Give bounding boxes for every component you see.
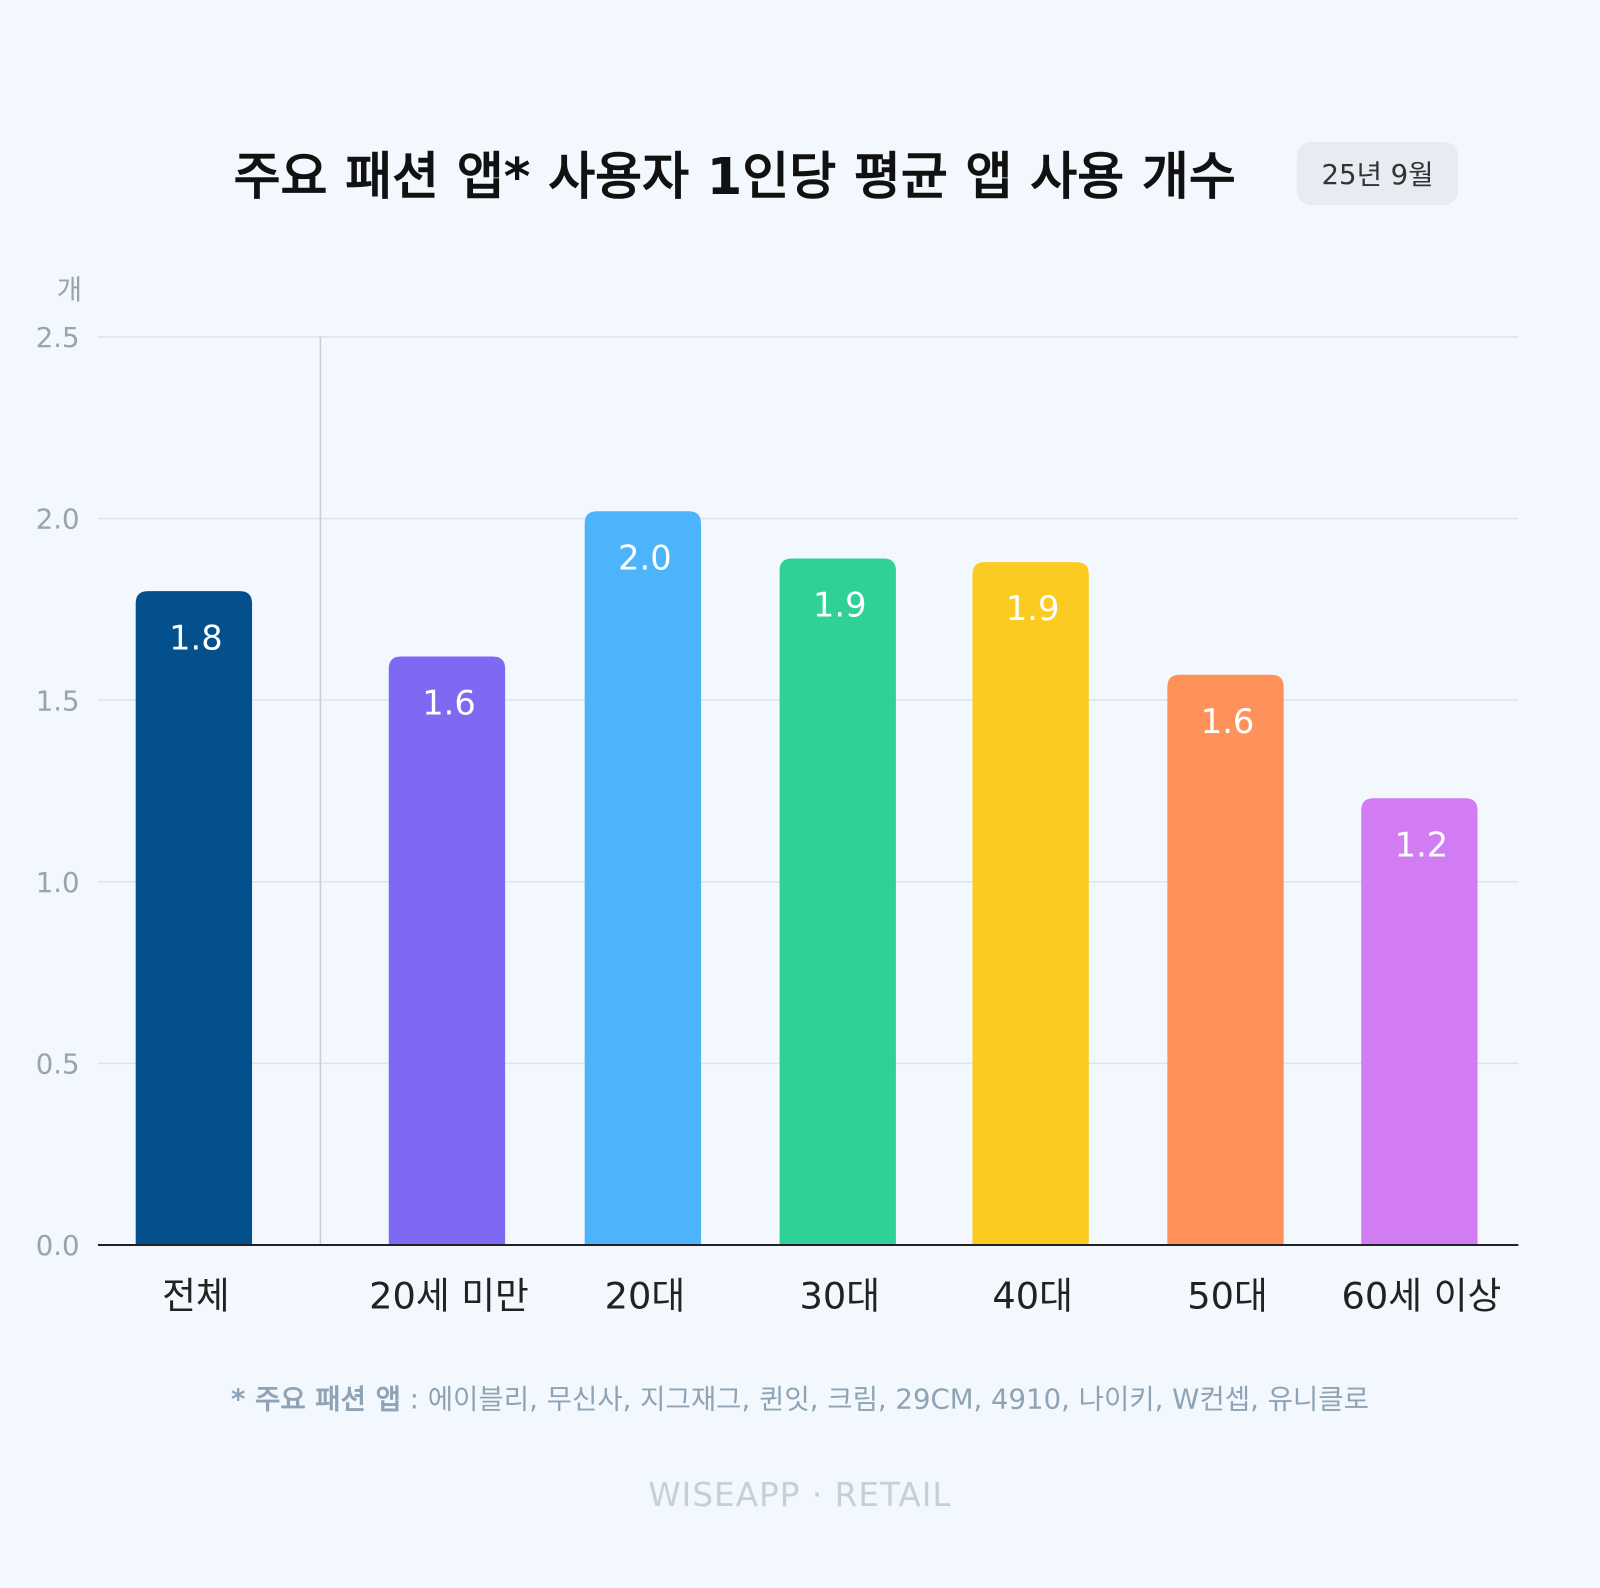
bar-value-label: 1.9 bbox=[1006, 589, 1060, 628]
x-tick-label: 40대 bbox=[992, 1274, 1073, 1317]
x-tick-label: 60세 이상 bbox=[1342, 1274, 1502, 1317]
bar-value-label: 1.6 bbox=[422, 684, 476, 723]
footnote: * 주요 패션 앱 : 에이블리, 무신사, 지그재그, 퀸잇, 크림, 29C… bbox=[231, 1383, 1369, 1415]
bar-value-label: 1.6 bbox=[1201, 702, 1255, 741]
bar bbox=[972, 562, 1089, 1246]
bar bbox=[779, 558, 896, 1246]
y-tick-label: 1.0 bbox=[36, 867, 80, 899]
bar-value-label: 1.8 bbox=[169, 618, 223, 657]
x-tick-label: 30대 bbox=[800, 1274, 881, 1317]
footnote-text: : 에이블리, 무신사, 지그재그, 퀸잇, 크림, 29CM, 4910, 나… bbox=[401, 1383, 1369, 1415]
bar bbox=[584, 511, 702, 1246]
x-tick-label: 50대 bbox=[1187, 1274, 1268, 1317]
y-tick-label: 2.0 bbox=[36, 504, 80, 536]
bar-value-label: 1.2 bbox=[1395, 825, 1449, 864]
bar-value-label: 2.0 bbox=[618, 538, 672, 577]
bar-value-label: 1.9 bbox=[813, 586, 867, 625]
y-axis-unit: 개 bbox=[57, 274, 82, 306]
chart-title: 주요 패션 앱* 사용자 1인당 평균 앱 사용 개수 bbox=[234, 148, 1236, 207]
x-tick-label: 20세 미만 bbox=[369, 1274, 529, 1317]
brand-logo: WISEAPP · RETAIL bbox=[648, 1476, 951, 1514]
y-tick-label: 1.5 bbox=[36, 685, 80, 717]
period-badge-text: 25년 9월 bbox=[1322, 159, 1434, 191]
bar bbox=[135, 591, 253, 1246]
x-tick-label: 20대 bbox=[605, 1274, 686, 1317]
period-badge bbox=[1296, 141, 1459, 206]
bar bbox=[1167, 674, 1284, 1246]
x-tick-label: 전체 bbox=[162, 1274, 230, 1317]
bar bbox=[1361, 798, 1478, 1246]
y-tick-label: 0.5 bbox=[36, 1049, 80, 1081]
footnote-label: * 주요 패션 앱 bbox=[231, 1383, 401, 1415]
bar bbox=[388, 656, 506, 1246]
y-tick-label: 0.0 bbox=[36, 1230, 80, 1262]
y-tick-label: 2.5 bbox=[36, 322, 80, 354]
